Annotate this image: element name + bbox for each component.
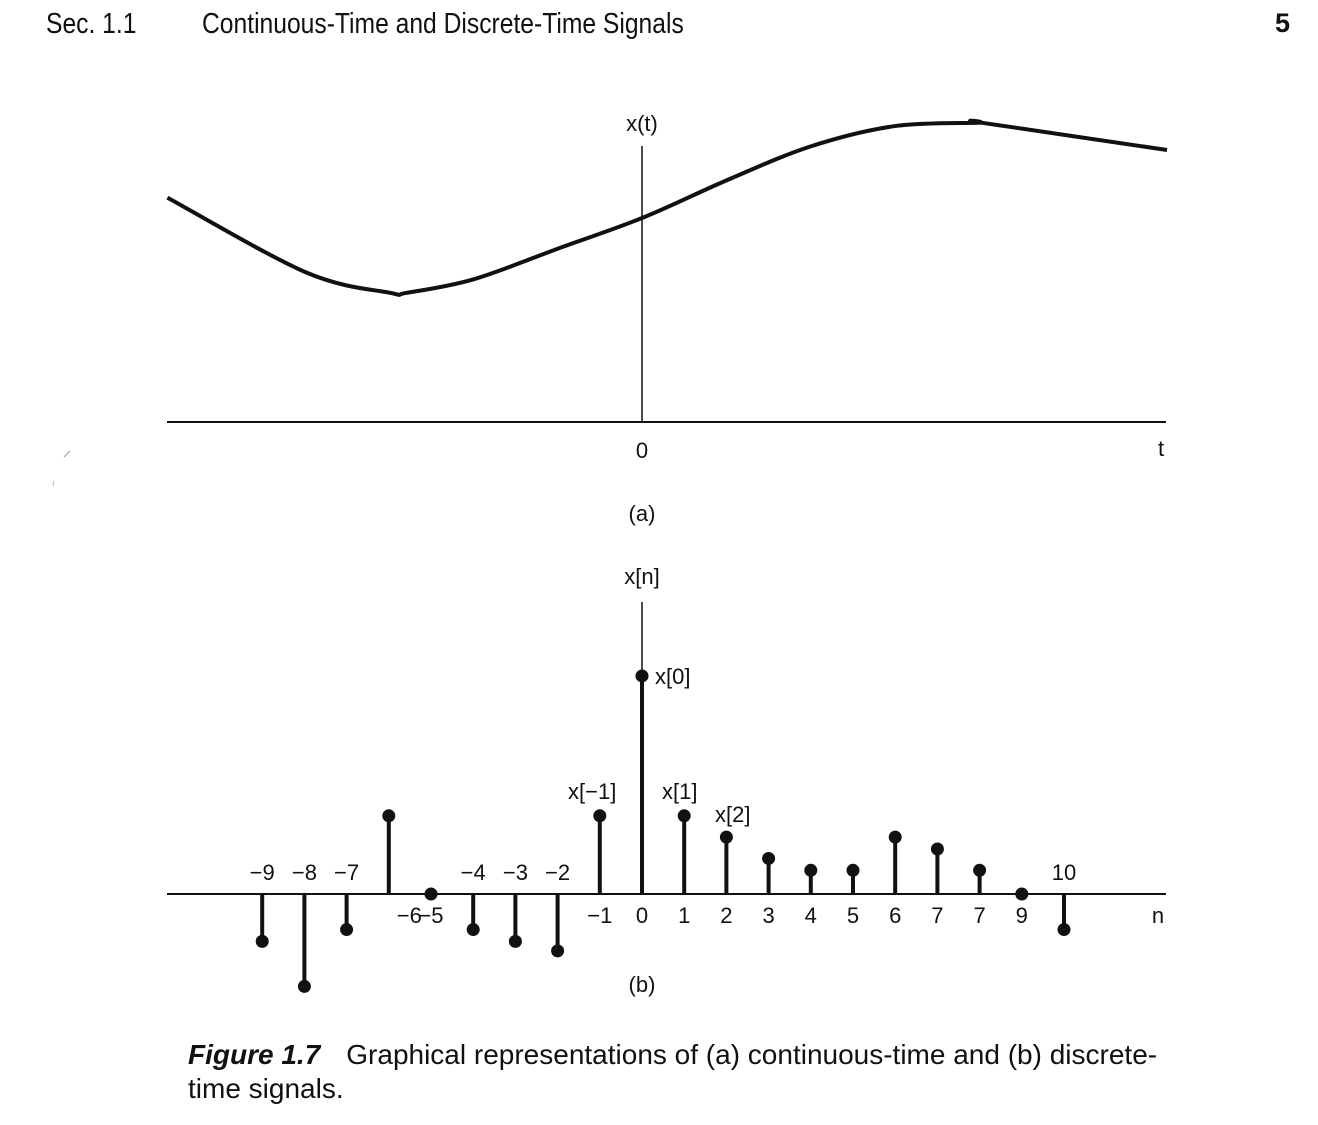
stem-dot bbox=[930, 842, 944, 856]
stem-dot bbox=[1057, 923, 1071, 937]
tick-label-n-3: −3 bbox=[503, 860, 528, 885]
stem-dot bbox=[1015, 887, 1029, 901]
tick-label-n-7: −7 bbox=[334, 860, 359, 885]
stem-n0 bbox=[635, 669, 649, 894]
b-x-axis-label: n bbox=[1152, 903, 1164, 928]
continuous-signal-curve bbox=[166, 118, 1168, 297]
stem-dot bbox=[804, 863, 818, 877]
tick-label-n10: 10 bbox=[1052, 860, 1076, 885]
stem-n-3 bbox=[508, 894, 522, 948]
figure-caption: Figure 1.7 Graphical representations of (… bbox=[188, 1038, 1178, 1106]
stem-dot bbox=[762, 851, 776, 865]
b-y-axis-label: x[n] bbox=[624, 564, 659, 589]
sample-label-x2: x[2] bbox=[715, 802, 750, 827]
stem-dot bbox=[973, 863, 987, 877]
tick-label-n8: 7 bbox=[973, 903, 985, 928]
stem-n-4 bbox=[466, 894, 480, 937]
a-y-axis-label: x(t) bbox=[626, 111, 658, 136]
stem-group bbox=[255, 669, 1071, 993]
stem-n-9 bbox=[255, 894, 269, 948]
stem-n10 bbox=[1057, 894, 1071, 937]
tick-label-n9: 9 bbox=[1016, 903, 1028, 928]
tick-label-n6: 6 bbox=[889, 903, 901, 928]
stem-dot bbox=[888, 830, 902, 844]
stem-n4 bbox=[804, 863, 818, 894]
tick-label-n3: 3 bbox=[762, 903, 774, 928]
tick-label-n-4: −4 bbox=[461, 860, 486, 885]
stem-dot bbox=[593, 809, 607, 823]
stem-dot bbox=[424, 887, 438, 901]
stem-n3 bbox=[762, 851, 776, 894]
tick-label-n5: 5 bbox=[847, 903, 859, 928]
stem-n-7 bbox=[340, 894, 354, 937]
tick-label-n-2: −2 bbox=[545, 860, 570, 885]
stem-n-5 bbox=[424, 887, 438, 901]
tick-label-n-5: −5 bbox=[418, 903, 443, 928]
stem-n-1 bbox=[593, 809, 607, 894]
tick-label-n-1: −1 bbox=[587, 903, 612, 928]
stem-n-6 bbox=[382, 809, 396, 894]
tick-label-n-6: −6 bbox=[397, 903, 422, 928]
panel-b-label: (b) bbox=[629, 972, 656, 997]
tick-label-n2: 2 bbox=[720, 903, 732, 928]
scan-specks bbox=[52, 450, 71, 487]
page-header: Sec. 1.1 Continuous-Time and Discrete-Ti… bbox=[0, 0, 1318, 50]
stem-n-2 bbox=[551, 894, 565, 958]
figure-1-7: x(t) 0 t (a) −9 −8 −7 −6−5 −4 −3 −2 −1 0 1 2 3 4 5 6 7 7… bbox=[52, 111, 1168, 997]
tick-label-group: −9 −8 −7 −6−5 −4 −3 −2 −1 0 1 2 3 4 5 6 7 7 9 10 bbox=[250, 860, 1077, 928]
page-number: 5 bbox=[1274, 8, 1290, 38]
tick-label-n0: 0 bbox=[636, 903, 648, 928]
stem-dot bbox=[340, 923, 354, 937]
stem-dot bbox=[719, 830, 733, 844]
stem-n2 bbox=[719, 830, 733, 894]
tick-label-n4: 4 bbox=[805, 903, 817, 928]
stem-n6 bbox=[888, 830, 902, 894]
sample-label-x-minus1: x[−1] bbox=[568, 779, 616, 804]
stem-dot bbox=[382, 809, 396, 823]
stem-dot bbox=[255, 934, 269, 948]
stem-dot bbox=[466, 923, 480, 937]
section-number: Sec. 1.1 bbox=[46, 8, 137, 40]
stem-dot bbox=[297, 979, 311, 993]
sample-label-x0: x[0] bbox=[655, 664, 690, 689]
sample-label-x1: x[1] bbox=[662, 779, 697, 804]
stem-n8 bbox=[973, 863, 987, 894]
caption-text: Graphical representations of (a) continu… bbox=[188, 1039, 1158, 1104]
tick-label-n1: 1 bbox=[678, 903, 690, 928]
stem-n1 bbox=[677, 809, 691, 894]
panel-a-continuous-plot: x(t) 0 t (a) bbox=[166, 111, 1168, 526]
tick-label-n-9: −9 bbox=[250, 860, 275, 885]
a-x-axis-label: t bbox=[1158, 436, 1164, 461]
stem-n9 bbox=[1015, 887, 1029, 901]
stem-dot bbox=[508, 934, 522, 948]
stem-dot bbox=[551, 944, 565, 958]
panel-a-label: (a) bbox=[629, 501, 656, 526]
tick-label-n-8: −8 bbox=[292, 860, 317, 885]
stem-dot bbox=[846, 863, 860, 877]
stem-dot bbox=[635, 669, 649, 683]
stem-dot bbox=[677, 809, 691, 823]
stem-n7 bbox=[930, 842, 944, 894]
a-origin-label: 0 bbox=[636, 438, 648, 463]
stem-n5 bbox=[846, 863, 860, 894]
tick-label-n7: 7 bbox=[931, 903, 943, 928]
stem-n-8 bbox=[297, 894, 311, 993]
running-title: Continuous-Time and Discrete-Time Signal… bbox=[202, 8, 684, 40]
panel-b-discrete-plot: −9 −8 −7 −6−5 −4 −3 −2 −1 0 1 2 3 4 5 6 7 7 9 10 x[n] n x[… bbox=[167, 564, 1166, 997]
caption-figure-label: Figure 1.7 bbox=[188, 1039, 321, 1070]
